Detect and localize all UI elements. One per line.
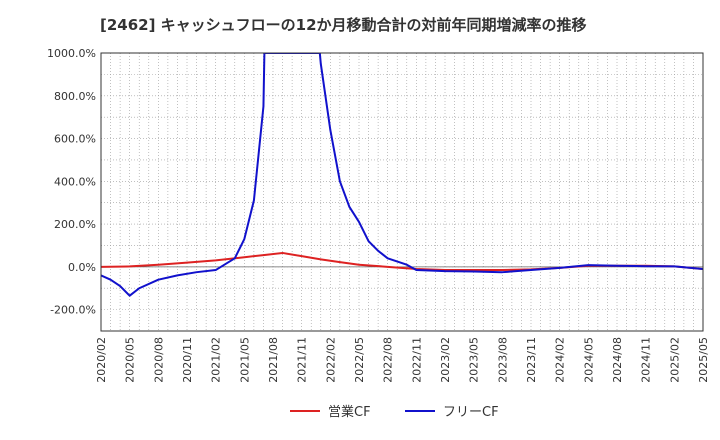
x-tick-label: 2022/02 xyxy=(324,337,337,383)
x-tick-label: 2024/02 xyxy=(554,337,567,383)
y-tick-label: 400.0% xyxy=(54,175,96,188)
series-line-operating-cf xyxy=(101,251,703,272)
y-tick-label: 200.0% xyxy=(54,218,96,231)
x-tick-label: 2024/05 xyxy=(582,337,595,383)
x-tick-label: 2023/08 xyxy=(496,337,509,383)
x-tick-label: 2021/11 xyxy=(296,337,309,383)
x-tick-label: 2022/11 xyxy=(410,337,423,383)
y-tick-label: 600.0% xyxy=(54,133,96,146)
legend: 営業CF フリーCF xyxy=(290,404,499,420)
grid-layer xyxy=(101,53,703,331)
x-tick-label: 2021/05 xyxy=(238,337,251,383)
x-tick-label: 2020/08 xyxy=(152,337,165,383)
x-tick-label: 2020/02 xyxy=(95,337,108,383)
y-tick-label: 800.0% xyxy=(54,90,96,103)
series-layer xyxy=(101,53,703,297)
y-axis: 1000.0% 800.0% 600.0% 400.0% 200.0% 0.0% -200.… xyxy=(47,47,96,317)
y-tick-label: 0.0% xyxy=(68,261,96,274)
y-tick-label: 1000.0% xyxy=(47,47,96,60)
x-tick-label: 2021/02 xyxy=(210,337,223,383)
x-tick-label: 2022/05 xyxy=(353,337,366,383)
x-tick-label: 2023/02 xyxy=(439,337,452,383)
legend-label: 営業CF xyxy=(328,404,371,420)
x-tick-label: 2024/11 xyxy=(640,337,653,383)
x-tick-label: 2020/05 xyxy=(124,337,137,383)
legend-label: フリーCF xyxy=(443,405,499,420)
x-tick-label: 2022/08 xyxy=(382,337,395,383)
chart-title: [2462] キャッシュフローの12か月移動合計の対前年同期増減率の推移 xyxy=(100,16,587,34)
x-axis: 2020/02 2020/05 2020/08 2020/11 2021/02 2021/… xyxy=(95,337,710,383)
x-tick-label: 2025/05 xyxy=(697,337,710,383)
x-tick-label: 2021/08 xyxy=(267,337,280,383)
plot-frame xyxy=(100,52,704,332)
x-tick-label: 2023/11 xyxy=(525,337,538,383)
y-tick-label: -200.0% xyxy=(50,304,96,317)
x-tick-label: 2023/05 xyxy=(468,337,481,383)
series-line-free-cf xyxy=(101,53,703,297)
x-tick-label: 2020/11 xyxy=(181,337,194,383)
x-tick-label: 2024/08 xyxy=(611,337,624,383)
x-tick-label: 2025/02 xyxy=(668,337,681,383)
